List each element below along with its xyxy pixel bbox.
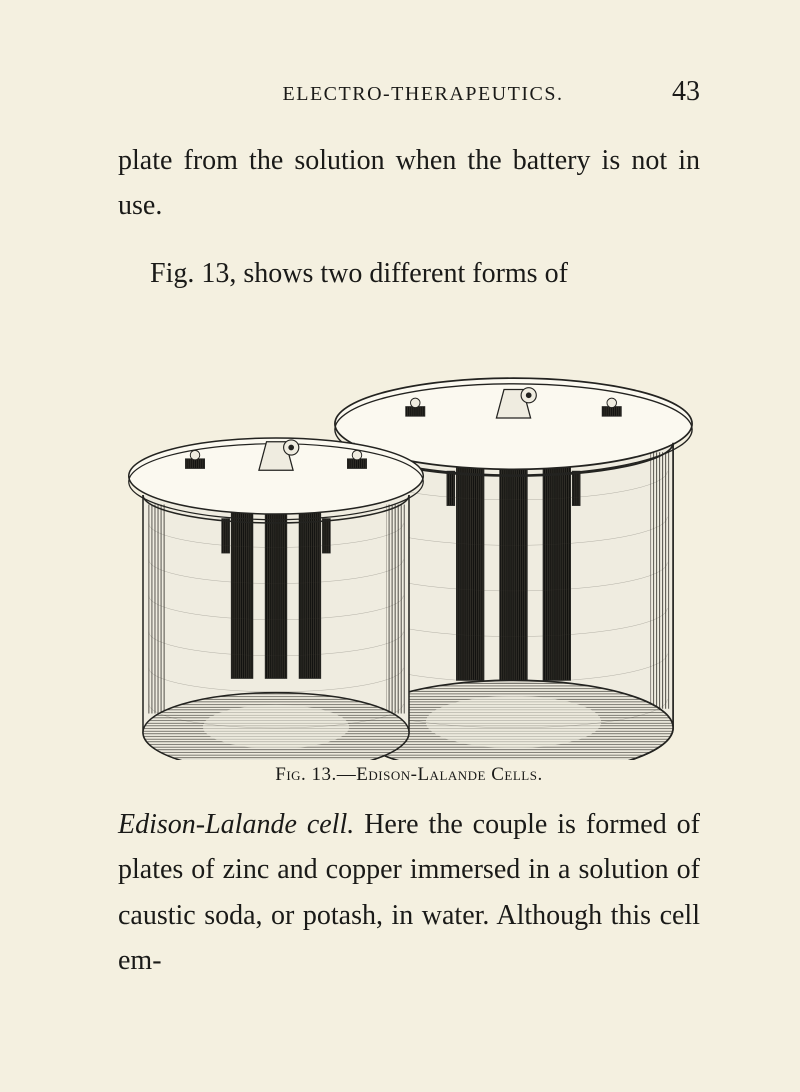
running-head: ELECTRO-THERAPEUTICS. 43: [118, 76, 700, 108]
paragraph-1: plate from the solution when the battery…: [118, 138, 700, 229]
figure-13: Fig. 13.—Edison-Lalande Cells.: [118, 306, 700, 786]
page: ELECTRO-THERAPEUTICS. 43 plate from the …: [0, 0, 800, 1092]
running-title: ELECTRO-THERAPEUTICS.: [118, 83, 672, 106]
figure-svg: [124, 306, 694, 760]
figure-caption: Fig. 13.—Edison-Lalande Cells.: [118, 764, 700, 786]
paragraph-3: Edison-Lalande cell. Here the couple is …: [118, 802, 700, 983]
caption-main: Edison-Lalande Cells.: [356, 764, 542, 785]
caption-prefix: Fig. 13.—: [275, 764, 356, 785]
p3-lead: Edison-Lalande cell.: [118, 809, 354, 840]
page-number: 43: [672, 76, 700, 108]
paragraph-2: Fig. 13, shows two different forms of: [118, 251, 700, 296]
